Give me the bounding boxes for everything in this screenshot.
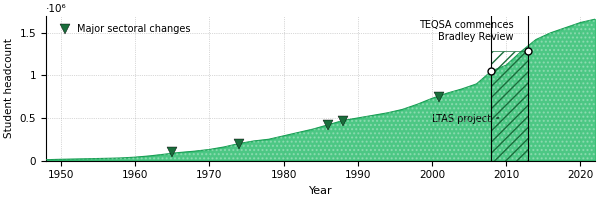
Text: TEQSA commences: TEQSA commences (419, 20, 514, 30)
Text: Bradley Review: Bradley Review (438, 32, 514, 42)
Y-axis label: Student headcount: Student headcount (4, 38, 14, 138)
Legend: Major sectoral changes: Major sectoral changes (51, 21, 194, 38)
Text: ·10⁶: ·10⁶ (46, 4, 67, 14)
Text: LTAS project: LTAS project (432, 114, 499, 124)
X-axis label: Year: Year (309, 186, 332, 196)
